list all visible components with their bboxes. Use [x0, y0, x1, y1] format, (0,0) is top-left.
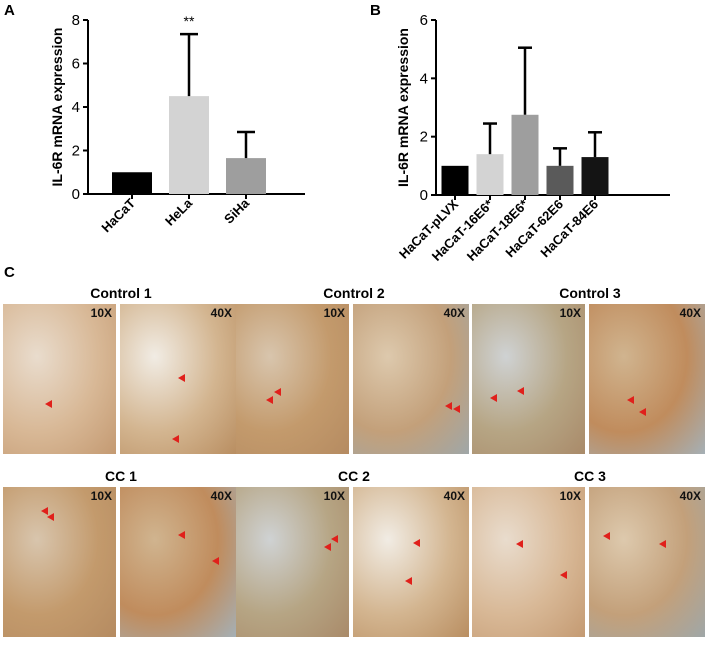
micrograph-40x: 40X [589, 304, 705, 454]
staining-arrow-icon [41, 507, 48, 515]
magnification-label: 10X [90, 306, 112, 320]
y-axis-label: IL-6R mRNA expression [395, 28, 411, 187]
panel-label-b: B [370, 2, 381, 19]
staining-arrow-icon [490, 394, 497, 402]
magnification-label: 40X [210, 306, 232, 320]
staining-arrow-icon [266, 396, 273, 404]
staining-arrow-icon [212, 557, 219, 565]
y-axis-label: IL-6R mRNA expression [49, 28, 65, 187]
magnification-label: 40X [443, 306, 465, 320]
y-tick-label: 0 [420, 187, 428, 204]
micrograph-40x: 40X [120, 487, 236, 637]
staining-arrow-icon [413, 539, 420, 547]
staining-arrow-icon [603, 532, 610, 540]
magnification-label: 40X [679, 489, 701, 503]
staining-arrow-icon [47, 513, 54, 521]
micrograph-40x: 40X [120, 304, 236, 454]
staining-arrow-icon [445, 402, 452, 410]
y-tick-label: 4 [420, 70, 428, 87]
category-label: HeLa [162, 195, 196, 229]
micrograph-40x: 40X [353, 487, 469, 637]
magnification-label: 10X [90, 489, 112, 503]
staining-arrow-icon [627, 396, 634, 404]
bar [226, 158, 266, 194]
micrograph-title: Control 2 [323, 285, 385, 301]
staining-arrow-icon [172, 435, 179, 443]
magnification-label: 10X [559, 489, 581, 503]
y-tick-label: 6 [420, 12, 428, 29]
micrograph-10x: 10X [236, 304, 349, 454]
y-tick-label: 2 [72, 143, 80, 160]
staining-arrow-icon [639, 408, 646, 416]
y-tick-label: 4 [72, 99, 80, 116]
magnification-label: 40X [679, 306, 701, 320]
y-tick-label: 6 [72, 56, 80, 73]
micrograph-10x: 10X [3, 487, 116, 637]
category-label: HaCaT-pLVX [396, 196, 461, 261]
staining-arrow-icon [178, 531, 185, 539]
y-tick-label: 0 [72, 186, 80, 203]
significance-label: ** [184, 13, 195, 29]
magnification-label: 10X [559, 306, 581, 320]
micrograph-title: CC 2 [338, 468, 370, 484]
staining-arrow-icon [453, 405, 460, 413]
bar [581, 157, 609, 195]
staining-arrow-icon [517, 387, 524, 395]
staining-arrow-icon [178, 374, 185, 382]
magnification-label: 40X [210, 489, 232, 503]
staining-arrow-icon [331, 535, 338, 543]
magnification-label: 10X [323, 489, 345, 503]
staining-arrow-icon [560, 571, 567, 579]
staining-arrow-icon [324, 543, 331, 551]
category-label: HaCaT [98, 195, 138, 235]
bar [476, 154, 504, 195]
micrograph-40x: 40X [353, 304, 469, 454]
micrograph-10x: 10X [472, 487, 585, 637]
bar [441, 165, 469, 195]
staining-arrow-icon [659, 540, 666, 548]
category-label: SiHa [221, 195, 253, 227]
micrograph-title: Control 3 [559, 285, 621, 301]
micrograph-10x: 10X [3, 304, 116, 454]
micrograph-10x: 10X [472, 304, 585, 454]
panel-label-c: C [4, 264, 15, 281]
micrograph-10x: 10X [236, 487, 349, 637]
bar [112, 172, 152, 194]
bar [511, 114, 539, 195]
bar-chart-a: 0 2 4 6 8 IL-6R mRNA expression HaCaT ** HeLa SiH… [49, 12, 305, 235]
micrograph-title: CC 1 [105, 468, 137, 484]
bar [169, 96, 209, 194]
micrograph-40x: 40X [589, 487, 705, 637]
staining-arrow-icon [516, 540, 523, 548]
staining-arrow-icon [45, 400, 52, 408]
y-tick-label: 8 [72, 12, 80, 29]
staining-arrow-icon [274, 388, 281, 396]
micrograph-title: Control 1 [90, 285, 152, 301]
bar [546, 165, 574, 195]
magnification-label: 10X [323, 306, 345, 320]
magnification-label: 40X [443, 489, 465, 503]
staining-arrow-icon [405, 577, 412, 585]
y-tick-label: 2 [420, 129, 428, 146]
panel-label-a: A [4, 2, 15, 19]
micrograph-title: CC 3 [574, 468, 606, 484]
